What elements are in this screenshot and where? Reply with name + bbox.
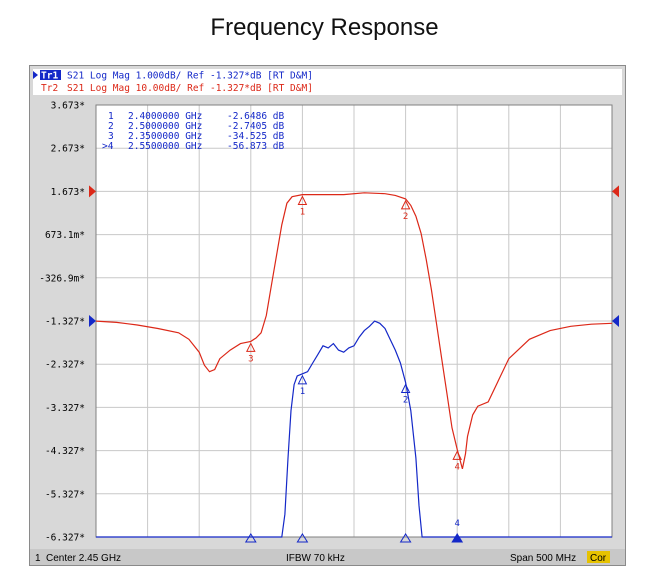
axis-marker-icon: [296, 533, 309, 543]
trace-header: Tr1 S21 Log Mag 1.000dB/ Ref -1.327*dB […: [33, 69, 622, 95]
y-tick-label: 2.673*: [51, 144, 85, 155]
marker-triangle-icon: [400, 199, 411, 210]
trace-tr1: [96, 320, 612, 538]
trace-tag-tr1[interactable]: Tr1: [41, 71, 58, 82]
marker-value: -34.525 dB: [227, 131, 284, 142]
marker-triangle-icon: [297, 374, 308, 385]
y-tick-label: -6.327*: [45, 533, 85, 544]
marker-value: -2.7405 dB: [227, 121, 284, 132]
trace-info-tr1: S21 Log Mag 1.000dB/ Ref -1.327*dB [RT D…: [67, 71, 313, 82]
marker-table: 1 2.4000000 GHz -2.6486 dB 2 2.5000000 G…: [102, 111, 284, 152]
marker-label: 2: [108, 121, 114, 132]
marker-label: >4: [102, 141, 114, 152]
trace-tr2: [95, 192, 613, 470]
y-tick-label: -5.327*: [45, 489, 85, 500]
marker-row-3: 3 2.3500000 GHz -34.525 dB: [108, 131, 284, 142]
span-setting[interactable]: Span 500 MHz: [510, 553, 576, 564]
ref-marker-tr2-left-icon: [89, 185, 96, 198]
status-bar: 1 Center 2.45 GHz IFBW 70 kHz Span 500 M…: [30, 549, 625, 565]
marker-value: -56.873 dB: [227, 141, 284, 152]
trace-info-tr2: S21 Log Mag 10.00dB/ Ref -1.327*dB [RT D…: [67, 83, 313, 94]
marker-label: 1: [300, 387, 305, 397]
y-tick-label: 673.1m*: [45, 230, 85, 241]
marker-triangle-icon: [452, 450, 463, 460]
marker-row-4: >4 2.5500000 GHz -56.873 dB: [102, 141, 284, 152]
marker-triangle-icon: [297, 195, 308, 206]
trace-tag-tr2[interactable]: Tr2: [41, 83, 58, 94]
trace-tag-tr1-background[interactable]: [40, 70, 61, 80]
ref-marker-tr1-right-icon: [612, 315, 619, 327]
correction-badge[interactable]: [587, 551, 610, 563]
y-tick-label: -2.327*: [45, 360, 85, 371]
axis-marker-icon: [451, 533, 464, 543]
y-tick-label: 1.673*: [51, 187, 85, 198]
ref-marker-tr1-left-icon: [89, 315, 96, 327]
marker-frequency: 2.3500000 GHz: [128, 131, 202, 142]
marker-label: 1: [300, 208, 305, 218]
y-tick-labels: 3.673* 2.673* 1.673* 673.1m* -326.9m* -1.327*…: [39, 101, 85, 544]
marker-label: 1: [108, 111, 114, 122]
marker-frequency: 2.5000000 GHz: [128, 121, 202, 132]
marker-triangle-icon: [400, 383, 411, 393]
channel-number[interactable]: 1: [35, 553, 41, 564]
y-tick-label: -3.327*: [45, 403, 85, 414]
marker-row-2: 2 2.5000000 GHz -2.7405 dB: [108, 121, 284, 132]
marker-frequency: 2.5500000 GHz: [128, 141, 202, 152]
marker-label: 2: [403, 212, 408, 222]
marker-label: 2: [403, 395, 408, 405]
y-tick-label: -1.327*: [45, 317, 85, 328]
traces: [95, 192, 613, 538]
ifbw-setting[interactable]: IFBW 70 kHz: [286, 553, 345, 564]
axis-marker-icon: [244, 533, 257, 543]
marker-frequency: 2.4000000 GHz: [128, 111, 202, 122]
marker-label: 4: [454, 519, 459, 529]
marker-label: 3: [248, 354, 253, 364]
marker-label: 3: [108, 131, 114, 142]
marker-row-1: 1 2.4000000 GHz -2.6486 dB: [108, 111, 284, 122]
trace-markers: 1 2 3 4 1 2 4: [244, 195, 464, 543]
axis-marker-icon: [399, 533, 412, 543]
y-tick-label: -326.9m*: [39, 273, 85, 284]
grid: [95, 104, 613, 538]
active-trace-arrow-icon: [33, 71, 38, 79]
reference-markers: [89, 185, 619, 327]
marker-label: 4: [454, 462, 459, 472]
center-frequency[interactable]: Center 2.45 GHz: [46, 553, 121, 564]
y-tick-label: -4.327*: [45, 446, 85, 457]
y-tick-label: 3.673*: [51, 101, 85, 112]
page-title: Frequency Response: [210, 14, 439, 41]
marker-triangle-icon: [245, 342, 256, 352]
marker-value: -2.6486 dB: [227, 111, 284, 122]
correction-badge-label[interactable]: Cor: [590, 553, 607, 564]
ref-marker-tr2-right-icon: [612, 185, 619, 198]
